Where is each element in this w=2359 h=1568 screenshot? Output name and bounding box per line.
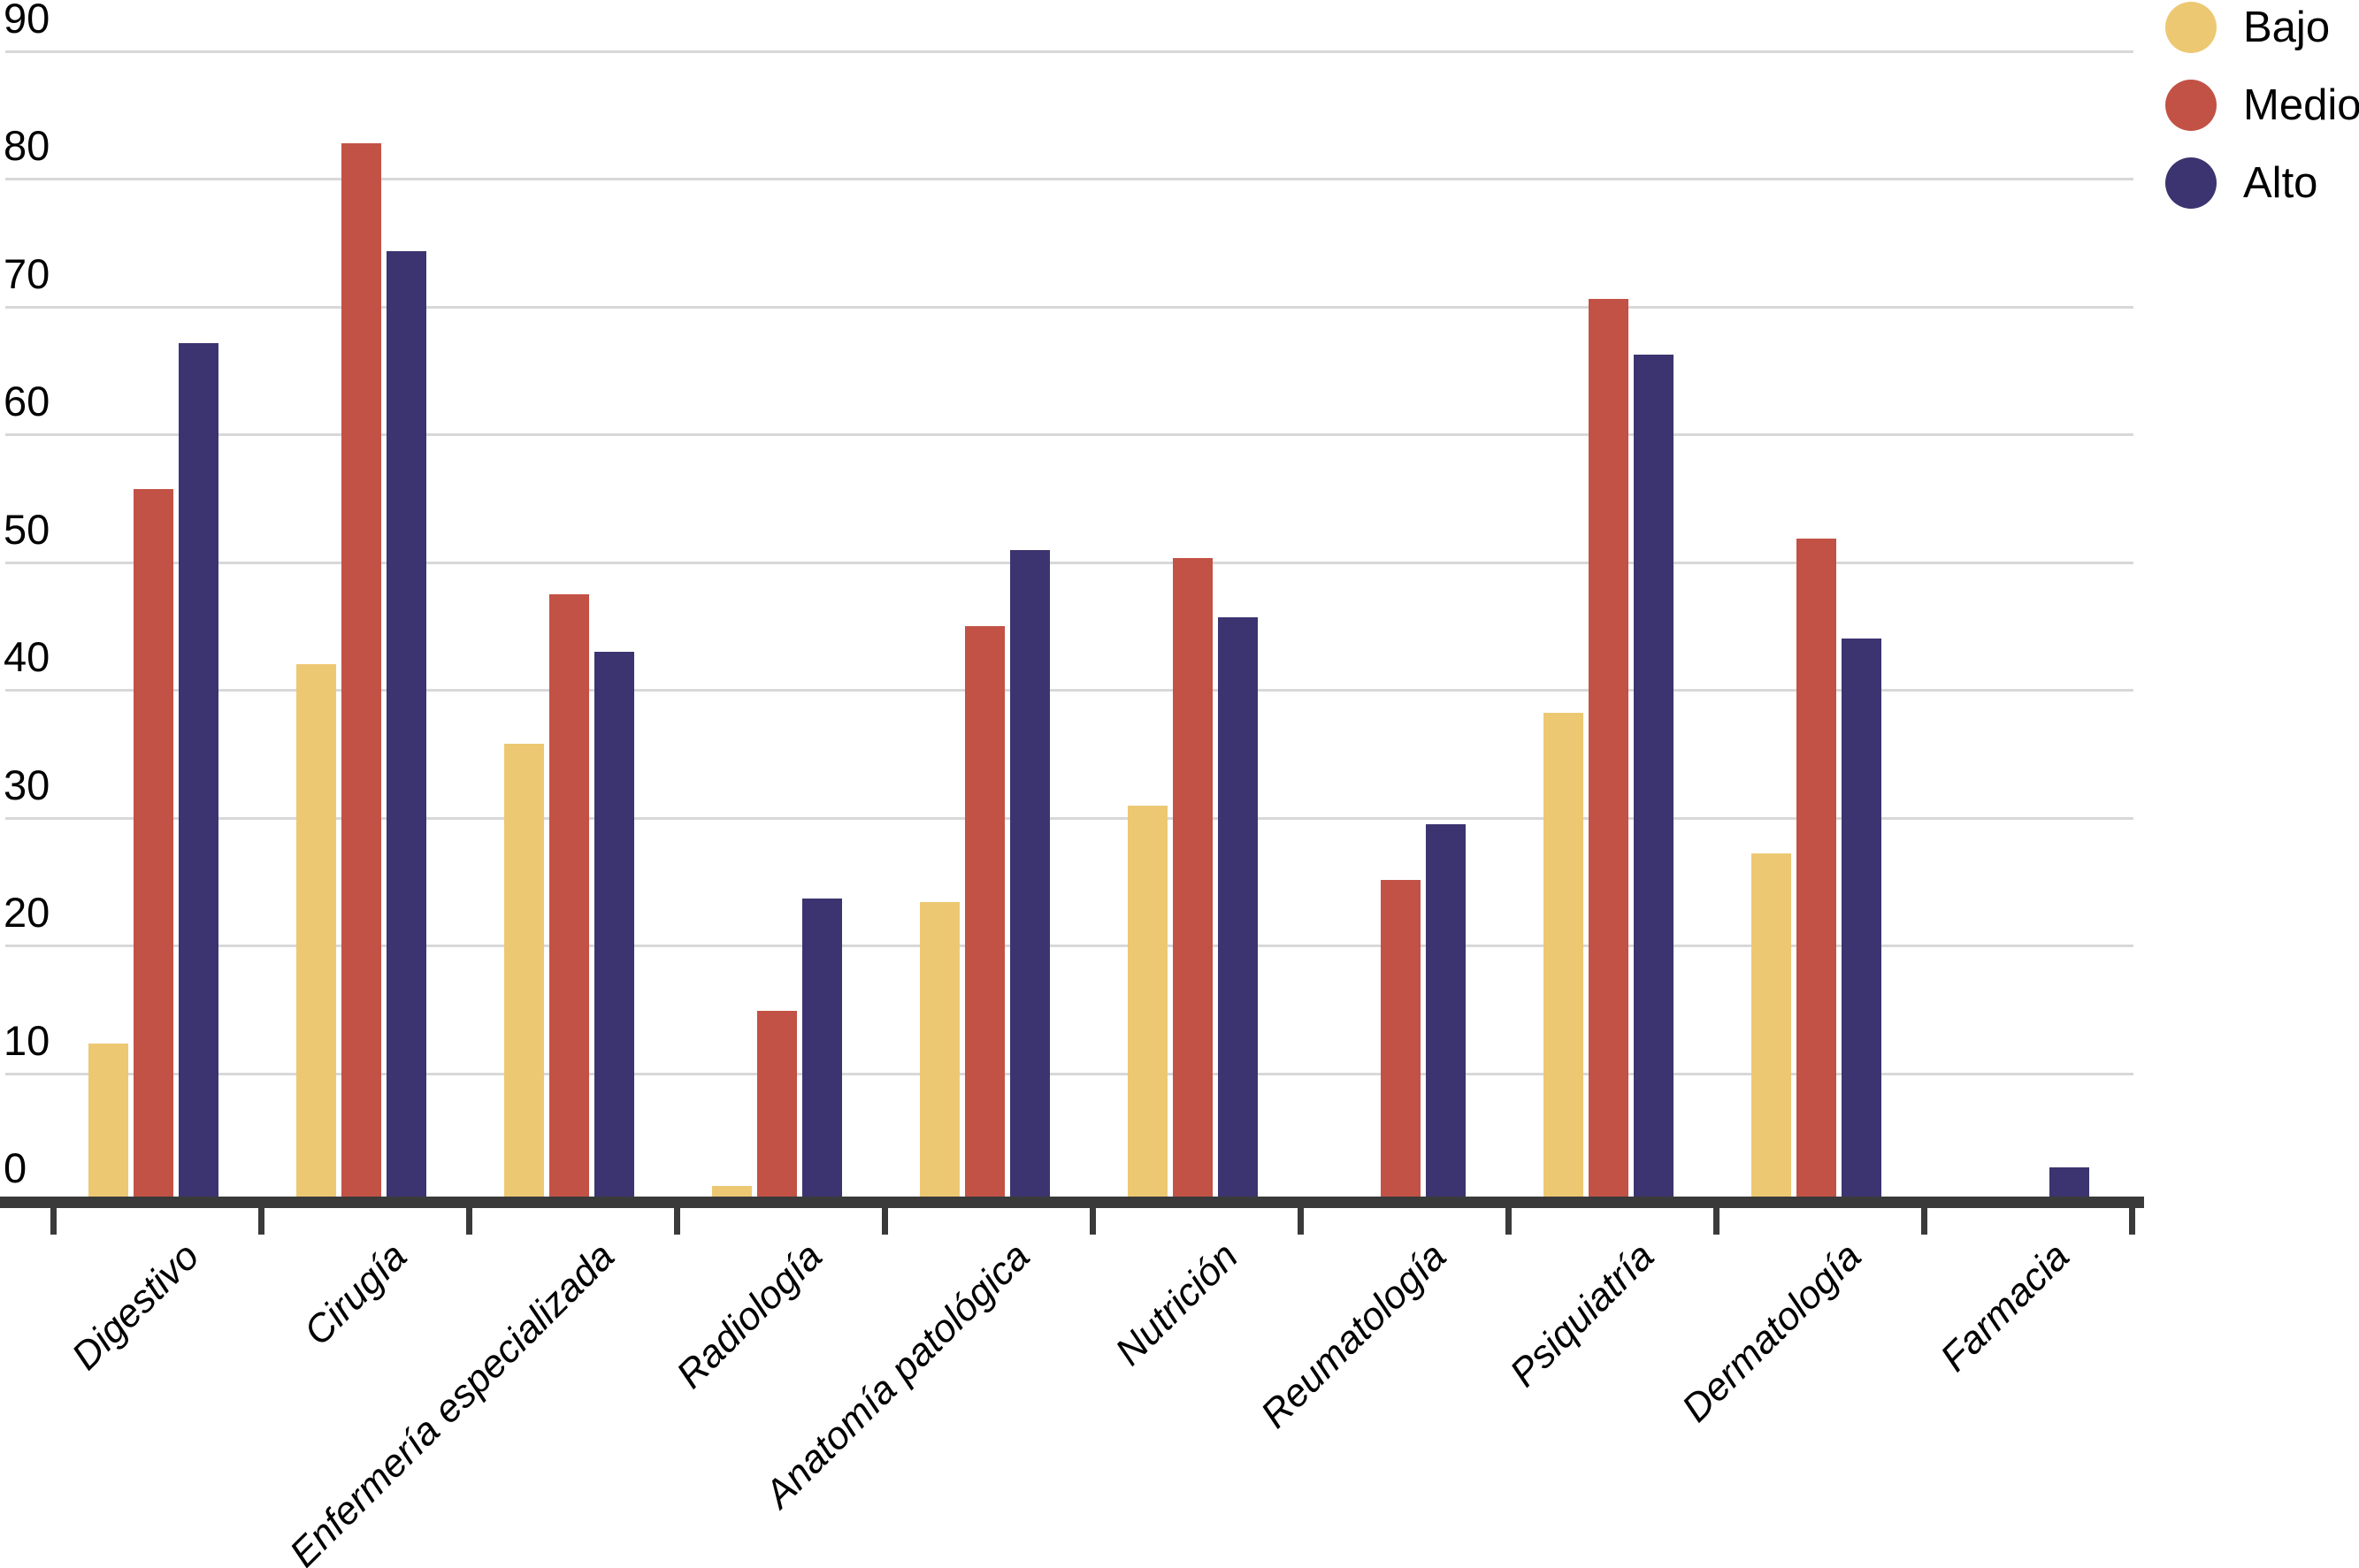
bar-medio-0 [134, 489, 173, 1197]
bar-medio-2 [549, 593, 589, 1197]
gridline-20 [5, 945, 2133, 947]
gridline-10 [5, 1072, 2133, 1075]
x-axis-tick [2129, 1208, 2135, 1235]
gridline-50 [5, 561, 2133, 564]
bar-bajo-8 [1751, 853, 1791, 1197]
bar-medio-1 [341, 142, 381, 1197]
legend: Bajo Medio Alto [2165, 2, 2359, 235]
legend-swatch-icon [2165, 157, 2217, 209]
x-category-label-5: Nutrición [1107, 1234, 1247, 1374]
legend-item-alto: Alto [2165, 157, 2359, 209]
y-tick-label-30: 30 [4, 761, 50, 808]
y-tick-label-90: 90 [4, 0, 50, 42]
y-tick-label-10: 10 [4, 1016, 50, 1064]
y-tick-label-80: 80 [4, 122, 50, 169]
bar-bajo-3 [712, 1185, 752, 1197]
bar-bajo-2 [504, 743, 544, 1197]
x-axis-tick [1921, 1208, 1927, 1235]
bar-alto-6 [1426, 823, 1466, 1197]
bar-bajo-4 [920, 901, 960, 1197]
x-category-label-9: Farmacia [1932, 1234, 2079, 1381]
x-axis-tick [674, 1208, 680, 1235]
gridline-70 [5, 305, 2133, 309]
gridline-80 [5, 178, 2133, 180]
bar-medio-4 [965, 625, 1005, 1197]
y-tick-label-50: 50 [4, 505, 50, 553]
x-axis-tick [1298, 1208, 1304, 1235]
x-category-label-6: Reumatología [1252, 1234, 1455, 1437]
bar-alto-3 [802, 898, 842, 1197]
bar-medio-6 [1381, 880, 1421, 1197]
bar-medio-3 [757, 1010, 797, 1197]
legend-label: Alto [2243, 158, 2318, 207]
x-axis-tick [1090, 1208, 1096, 1235]
legend-swatch-icon [2165, 2, 2217, 53]
bar-alto-4 [1010, 550, 1050, 1197]
x-category-label-3: Radiología [668, 1234, 831, 1397]
bar-alto-7 [1634, 355, 1674, 1197]
x-category-label-8: Dermatología [1674, 1234, 1871, 1431]
bar-bajo-5 [1128, 806, 1168, 1197]
legend-label: Bajo [2243, 3, 2331, 51]
y-tick-label-40: 40 [4, 633, 50, 680]
legend-item-bajo: Bajo [2165, 2, 2359, 53]
bar-alto-5 [1218, 616, 1258, 1197]
x-category-label-7: Psiquiatría [1501, 1234, 1663, 1396]
bar-medio-7 [1589, 298, 1628, 1197]
bar-alto-9 [2049, 1167, 2089, 1197]
x-category-label-1: Cirugía [295, 1234, 416, 1354]
bar-bajo-1 [296, 664, 336, 1197]
gridline-90 [5, 50, 2133, 53]
bar-bajo-7 [1543, 713, 1583, 1197]
bar-medio-8 [1796, 539, 1836, 1197]
y-tick-label-60: 60 [4, 378, 50, 425]
gridline-30 [5, 816, 2133, 820]
x-axis-tick [50, 1208, 57, 1235]
x-category-label-0: Digestivo [63, 1234, 208, 1379]
bar-alto-1 [387, 251, 426, 1197]
bar-alto-0 [179, 343, 218, 1197]
y-tick-label-20: 20 [4, 889, 50, 936]
legend-label: Medio [2243, 80, 2359, 129]
bar-bajo-0 [88, 1044, 128, 1197]
bar-alto-8 [1842, 639, 1881, 1197]
bar-alto-2 [594, 651, 634, 1197]
gridline-60 [5, 433, 2133, 436]
x-axis-tick [882, 1208, 888, 1235]
legend-swatch-icon [2165, 80, 2217, 131]
gridline-40 [5, 689, 2133, 692]
x-axis-tick [1505, 1208, 1512, 1235]
x-axis-tick [466, 1208, 472, 1235]
y-tick-label-70: 70 [4, 249, 50, 297]
x-axis-tick [258, 1208, 264, 1235]
legend-item-medio: Medio [2165, 80, 2359, 131]
x-axis-tick [1713, 1208, 1719, 1235]
bar-medio-5 [1173, 558, 1213, 1197]
y-tick-label-0: 0 [4, 1144, 27, 1191]
x-axis-line [0, 1197, 2144, 1208]
